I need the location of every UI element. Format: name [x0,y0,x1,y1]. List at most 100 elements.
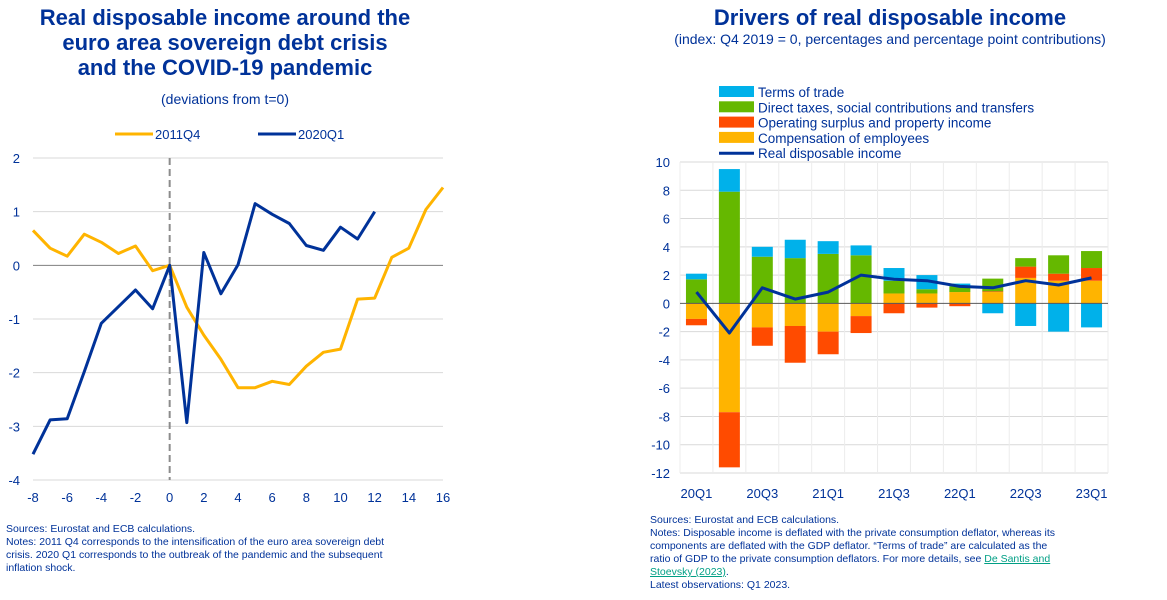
left-sources: Sources: Eurostat and ECB calculations. [6,523,196,535]
legend-label: Terms of trade [758,85,844,100]
bar-Direct taxes, social contributions and transfers-21Q1 [817,253,839,304]
x-tick-label: 12 [367,490,381,505]
right-notes-line-2: components are deflated with the GDP def… [650,540,1048,552]
right-notes-line-3-text: ratio of GDP to the private consumption … [650,553,982,565]
legend-label: Operating surplus and property income [758,116,991,131]
bar-Terms of trade-21Q2 [850,245,872,256]
y-tick-label: 2 [13,151,20,166]
bar-Terms of trade-21Q1 [817,241,839,254]
bar-Terms of trade-22Q2 [982,303,1004,314]
y-tick-label: 0 [13,258,20,273]
x-tick-label: 4 [234,490,241,505]
y-tick-label: -3 [8,419,20,434]
y-tick-label: 2 [663,268,670,283]
left-notes-block: Sources: Eurostat and ECB calculations. … [6,523,456,575]
bar-Compensation of employees-22Q4 [1048,280,1070,304]
y-tick-label: -12 [651,466,670,481]
y-tick-label: 4 [663,240,670,255]
x-tick-label: -2 [130,490,142,505]
x-tick-label: -4 [96,490,108,505]
legend-swatch-Terms of trade [719,86,754,97]
bar-Operating surplus and property income-21Q2 [850,316,872,334]
x-tick-label: 6 [269,490,276,505]
left-title-line-2: euro area sovereign debt crisis [62,30,388,55]
reference-link-part-1[interactable]: De Santis and [984,553,1051,565]
legend-label-2020Q1: 2020Q1 [298,127,344,142]
x-tick-label: -6 [61,490,73,505]
right-sources: Sources: Eurostat and ECB calculations. [650,514,840,526]
bar-Direct taxes, social contributions and transfers-20Q4 [784,258,806,304]
bar-Direct taxes, social contributions and transfers-21Q2 [850,255,872,304]
y-tick-label: -10 [651,438,670,453]
series-line-2011Q4 [31,186,445,390]
bar-Operating surplus and property income-22Q4 [1048,273,1070,281]
bar-Compensation of employees-22Q2 [982,292,1004,304]
left-title-line-1: Real disposable income around the [39,5,411,30]
right-notes-line-4: Stoevsky (2023). [650,566,1165,579]
bar-Direct taxes, social contributions and transfers-22Q4 [1048,255,1070,274]
x-tick-label: 21Q1 [812,486,844,501]
bar-Terms of trade-23Q1 [1081,303,1103,328]
reference-link-part-2[interactable]: Stoevsky (2023) [650,566,726,578]
y-tick-label: -2 [8,366,20,381]
legend-label: Direct taxes, social contributions and t… [758,100,1034,115]
reference-link-suffix: . [725,566,729,578]
right-chart-subtitle: (index: Q4 2019 = 0, percentages and per… [674,31,1106,47]
bar-Direct taxes, social contributions and transfers-20Q2 [718,191,740,304]
bar-Terms of trade-20Q3 [751,246,773,257]
left-title-line-3: and the COVID-19 pandemic [77,55,373,80]
right-notes-line-1: Notes: Disposable income is deflated wit… [650,527,1056,539]
bar-Direct taxes, social contributions and transfers-20Q3 [751,256,773,304]
bar-Direct taxes, social contributions and transfers-22Q1 [949,286,971,293]
legend-swatch-Compensation of employees [719,131,754,143]
bar-Operating surplus and property income-22Q3 [1015,266,1037,278]
y-tick-label: 6 [663,212,670,227]
series-line-2020Q1 [31,202,376,455]
legend-swatch-Operating surplus and property income [719,116,754,128]
x-tick-label: 2 [200,490,207,505]
x-tick-label: 8 [303,490,310,505]
legend-swatch-Direct taxes, social contributions and transfers [719,101,754,113]
bar-Operating surplus and property income-20Q3 [751,327,773,346]
bar-Terms of trade-20Q1 [685,273,707,280]
bar-Compensation of employees-21Q3 [883,293,905,304]
bar-Operating surplus and property income-21Q3 [883,303,905,314]
bar-Direct taxes, social contributions and transfers-23Q1 [1081,251,1103,269]
bar-Compensation of employees-21Q1 [817,303,839,332]
left-notes-line-2: crisis. 2020 Q1 corresponds to the outbr… [6,549,383,561]
bar-Compensation of employees-20Q2 [718,303,740,413]
bar-Operating surplus and property income-22Q2 [982,291,1004,293]
y-tick-label: 1 [13,205,20,220]
bar-Operating surplus and property income-20Q2 [718,412,740,468]
y-tick-label: -1 [8,312,20,327]
bar-Compensation of employees-20Q4 [784,303,806,326]
latest-observations: Latest observations: Q1 2023. [650,579,791,591]
bar-Direct taxes, social contributions and transfers-21Q4 [916,289,938,294]
left-notes-line-1: Notes: 2011 Q4 corresponds to the intens… [6,536,385,548]
x-tick-label: -8 [27,490,39,505]
bar-Compensation of employees-20Q3 [751,303,773,328]
bar-Compensation of employees-23Q1 [1081,280,1103,304]
y-tick-label: -4 [658,353,670,368]
bar-Direct taxes, social contributions and transfers-22Q3 [1015,258,1037,267]
bar-Operating surplus and property income-21Q4 [916,303,938,308]
x-tick-label: 16 [436,490,450,505]
x-tick-label: 22Q1 [944,486,976,501]
x-tick-label: 14 [402,490,416,505]
left-chart-title: Real disposable income around the euro a… [0,5,450,80]
bar-Terms of trade-22Q3 [1015,303,1037,326]
x-tick-label: 10 [333,490,347,505]
left-chart-subtitle: (deviations from t=0) [161,91,289,107]
bar-Direct taxes, social contributions and transfers-21Q3 [883,280,905,294]
y-tick-label: -2 [658,325,670,340]
bar-Operating surplus and property income-21Q1 [817,331,839,355]
left-notes-line-3: inflation shock. [6,562,76,574]
right-chart-title: Drivers of real disposable income [713,5,1067,30]
bar-Operating surplus and property income-22Q1 [949,303,971,307]
bar-Operating surplus and property income-20Q4 [784,325,806,363]
bar-Terms of trade-22Q4 [1048,303,1070,332]
x-tick-label: 20Q3 [746,486,778,501]
bar-Compensation of employees-22Q1 [949,292,971,304]
x-tick-label: 21Q3 [878,486,910,501]
